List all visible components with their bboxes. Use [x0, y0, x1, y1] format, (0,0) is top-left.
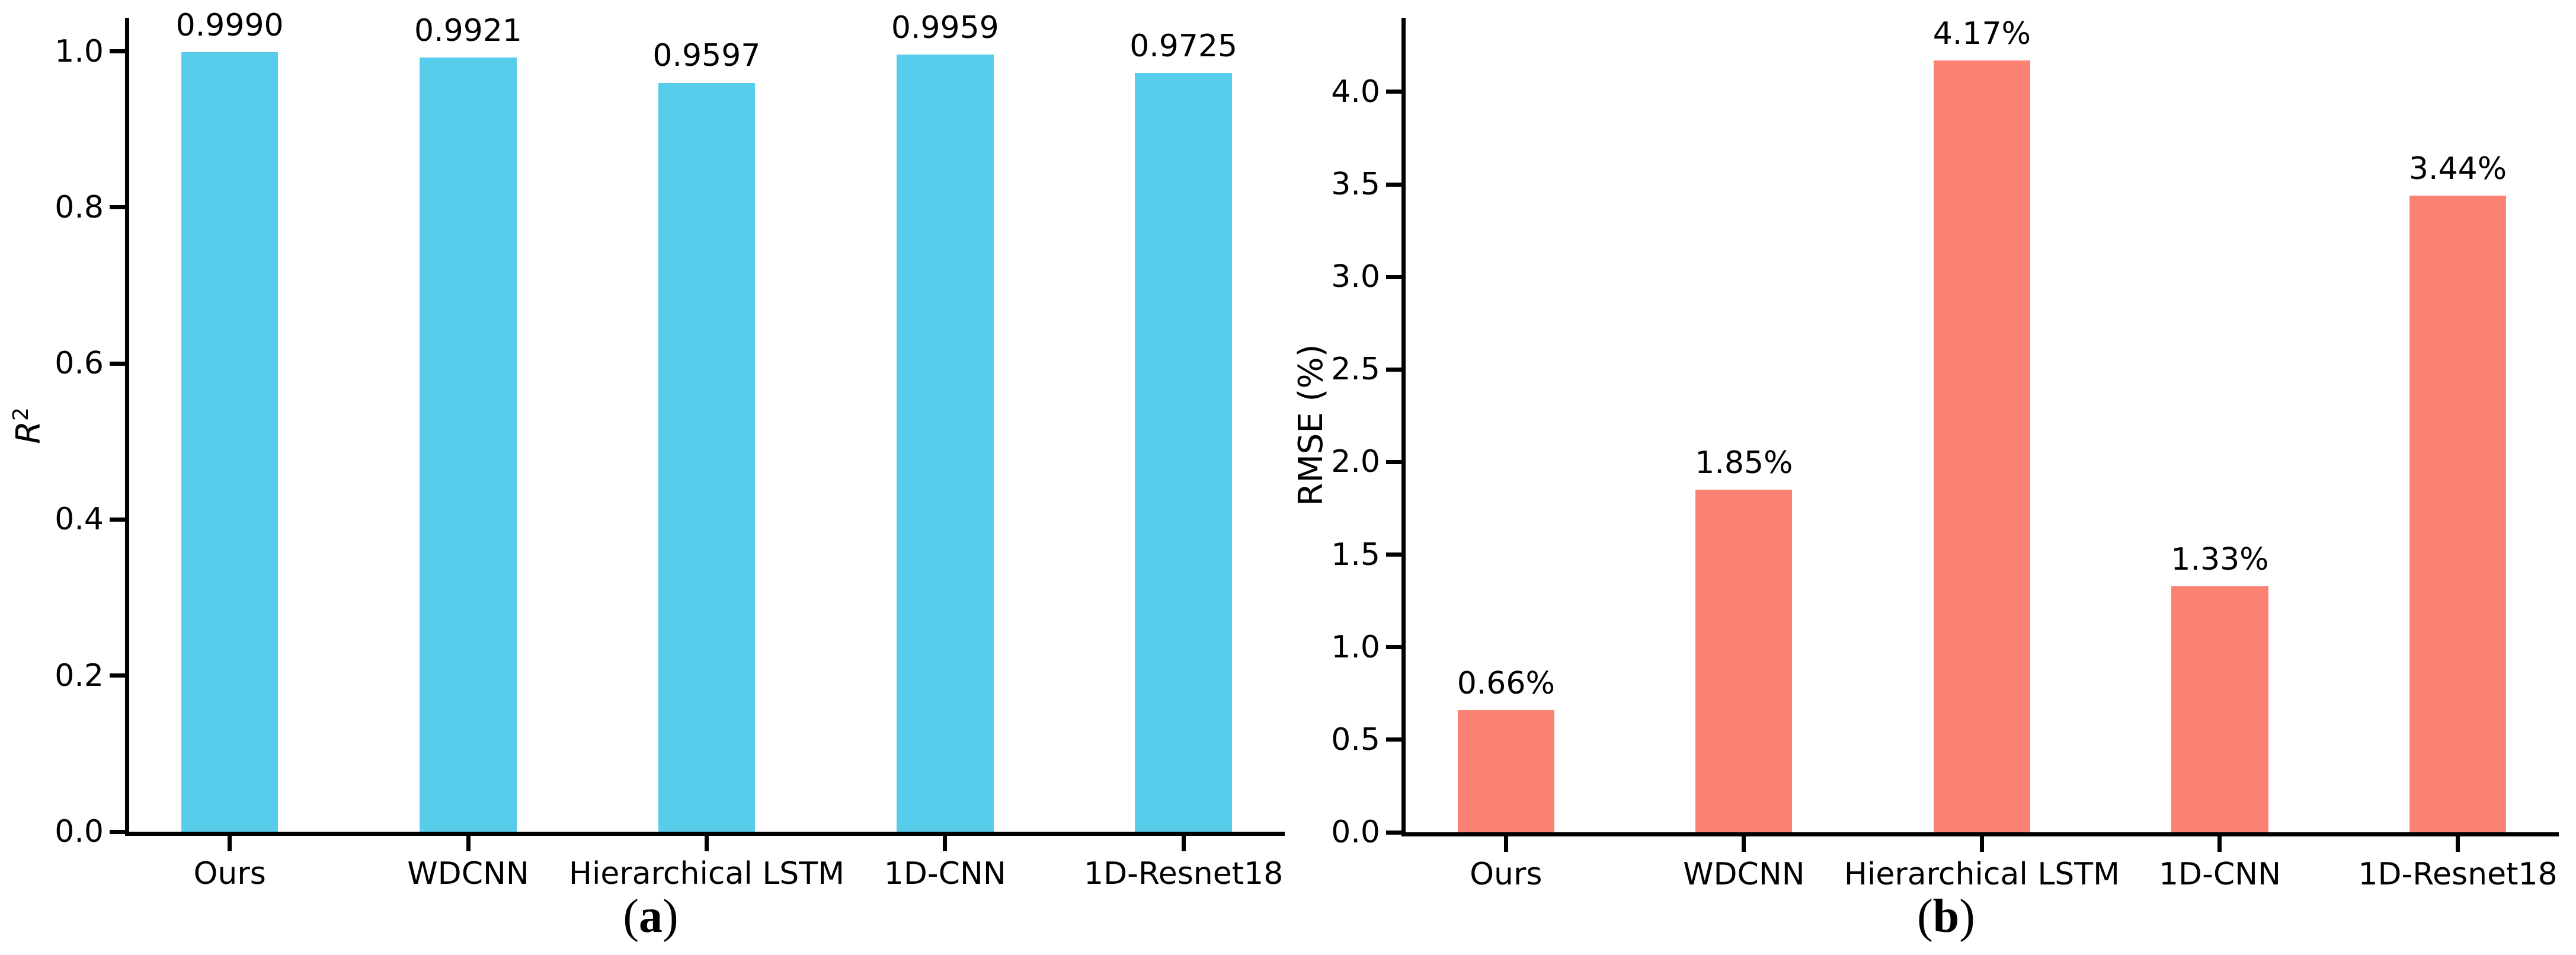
y-tick-mark — [1386, 367, 1406, 372]
y-tick-mark — [110, 361, 129, 366]
y-tick-label: 1.0 — [1331, 629, 1380, 665]
x-tick-label: WDCNN — [407, 856, 529, 892]
y-tick-label: 2.5 — [1331, 352, 1380, 388]
x-tick-label: Hierarchical LSTM — [568, 856, 844, 892]
bar — [896, 55, 994, 832]
y-axis-label-r2: R2 — [9, 407, 48, 444]
y-axis-label-rmse: RMSE (%) — [1291, 344, 1330, 506]
ylabel-text: R — [9, 420, 48, 444]
y-tick-label: 2.0 — [1331, 444, 1380, 480]
y-tick-label: 0.4 — [55, 502, 104, 538]
y-tick-mark — [1386, 274, 1406, 279]
bar-value-label: 1.85% — [1695, 445, 1793, 481]
x-tick-label: Ours — [193, 856, 266, 892]
x-tick-mark — [466, 832, 471, 851]
bar-value-label: 0.9921 — [414, 12, 523, 49]
bar — [1933, 60, 2031, 832]
caption-letter: b — [1932, 890, 1960, 943]
bar — [181, 52, 279, 832]
y-tick-label: 0.8 — [55, 189, 104, 225]
caption-paren: ( — [1917, 890, 1933, 943]
caption-a: (a) — [623, 888, 678, 945]
bar-value-label: 3.44% — [2408, 151, 2507, 187]
y-tick-mark — [1386, 459, 1406, 464]
bar-value-label: 0.9959 — [891, 9, 999, 46]
x-tick-label: 1D-Resnet18 — [2358, 857, 2558, 892]
x-tick-mark — [228, 832, 232, 851]
y-tick-mark — [1386, 552, 1406, 557]
caption-paren: ) — [1959, 890, 1975, 943]
plot-area-b: 0.0 0.5 1.0 1.5 2.0 2.5 3.0 3.5 4.0 0.66% Ours 1.85… — [1331, 15, 2559, 892]
x-tick-mark — [704, 832, 709, 851]
x-tick-mark — [1742, 832, 1746, 852]
bar-value-label: 0.66% — [1457, 665, 1555, 701]
caption-b: (b) — [1917, 888, 1975, 945]
bar — [658, 82, 756, 832]
bar-value-label: 0.9990 — [175, 7, 284, 43]
x-tick-mark — [1979, 832, 1984, 852]
y-tick-mark — [110, 517, 129, 522]
bar — [1695, 490, 1793, 832]
bar — [420, 58, 517, 832]
plot-area-a: 0.0 0.2 0.4 0.6 0.8 1.0 0.9990 Ours 0.9921 WDCNN 0… — [55, 8, 1285, 892]
y-tick-label: 0.6 — [55, 346, 104, 382]
x-tick-mark — [943, 832, 948, 851]
bar-value-label: 1.33% — [2171, 541, 2269, 577]
ylabel-superscript: 2 — [9, 407, 34, 421]
y-tick-label: 3.5 — [1331, 167, 1380, 203]
x-tick-label: Ours — [1470, 857, 1543, 892]
x-tick-label: WDCNN — [1683, 857, 1805, 892]
x-tick-label: 1D-CNN — [884, 856, 1006, 892]
y-tick-mark — [1386, 830, 1406, 835]
bar-value-label: 4.17% — [1932, 15, 2031, 52]
x-tick-label: 1D-CNN — [2158, 857, 2281, 892]
y-tick-label: 0.2 — [55, 657, 104, 694]
y-tick-mark — [110, 205, 129, 210]
bar-value-label: 0.9725 — [1129, 28, 1238, 64]
bar — [1135, 72, 1232, 832]
bar — [2171, 586, 2268, 832]
x-tick-label: 1D-Resnet18 — [1084, 856, 1284, 892]
y-tick-mark — [110, 673, 129, 678]
caption-letter: a — [639, 890, 663, 943]
caption-paren: ( — [623, 890, 639, 943]
y-tick-mark — [1386, 737, 1406, 742]
y-tick-mark — [110, 829, 129, 834]
y-tick-label: 3.0 — [1331, 259, 1380, 295]
x-tick-mark — [2217, 832, 2222, 852]
y-tick-mark — [1386, 90, 1406, 94]
y-tick-mark — [1386, 645, 1406, 650]
ylabel-text: RMSE (%) — [1291, 344, 1330, 506]
y-tick-label: 0.0 — [1331, 815, 1380, 850]
x-tick-mark — [2456, 832, 2460, 852]
caption-paren: ) — [663, 890, 679, 943]
bar-value-label: 0.9597 — [652, 38, 761, 74]
bar — [2409, 195, 2507, 832]
x-tick-mark — [1503, 832, 1508, 852]
y-tick-label: 0.0 — [55, 814, 104, 849]
y-tick-label: 0.5 — [1331, 721, 1380, 758]
y-tick-mark — [110, 49, 129, 54]
x-tick-mark — [1181, 832, 1186, 851]
y-tick-label: 1.0 — [55, 33, 104, 69]
y-tick-mark — [1386, 182, 1406, 187]
x-tick-label: Hierarchical LSTM — [1844, 857, 2120, 892]
y-tick-label: 1.5 — [1331, 536, 1380, 573]
y-tick-label: 4.0 — [1331, 74, 1380, 110]
bar — [1457, 710, 1554, 832]
